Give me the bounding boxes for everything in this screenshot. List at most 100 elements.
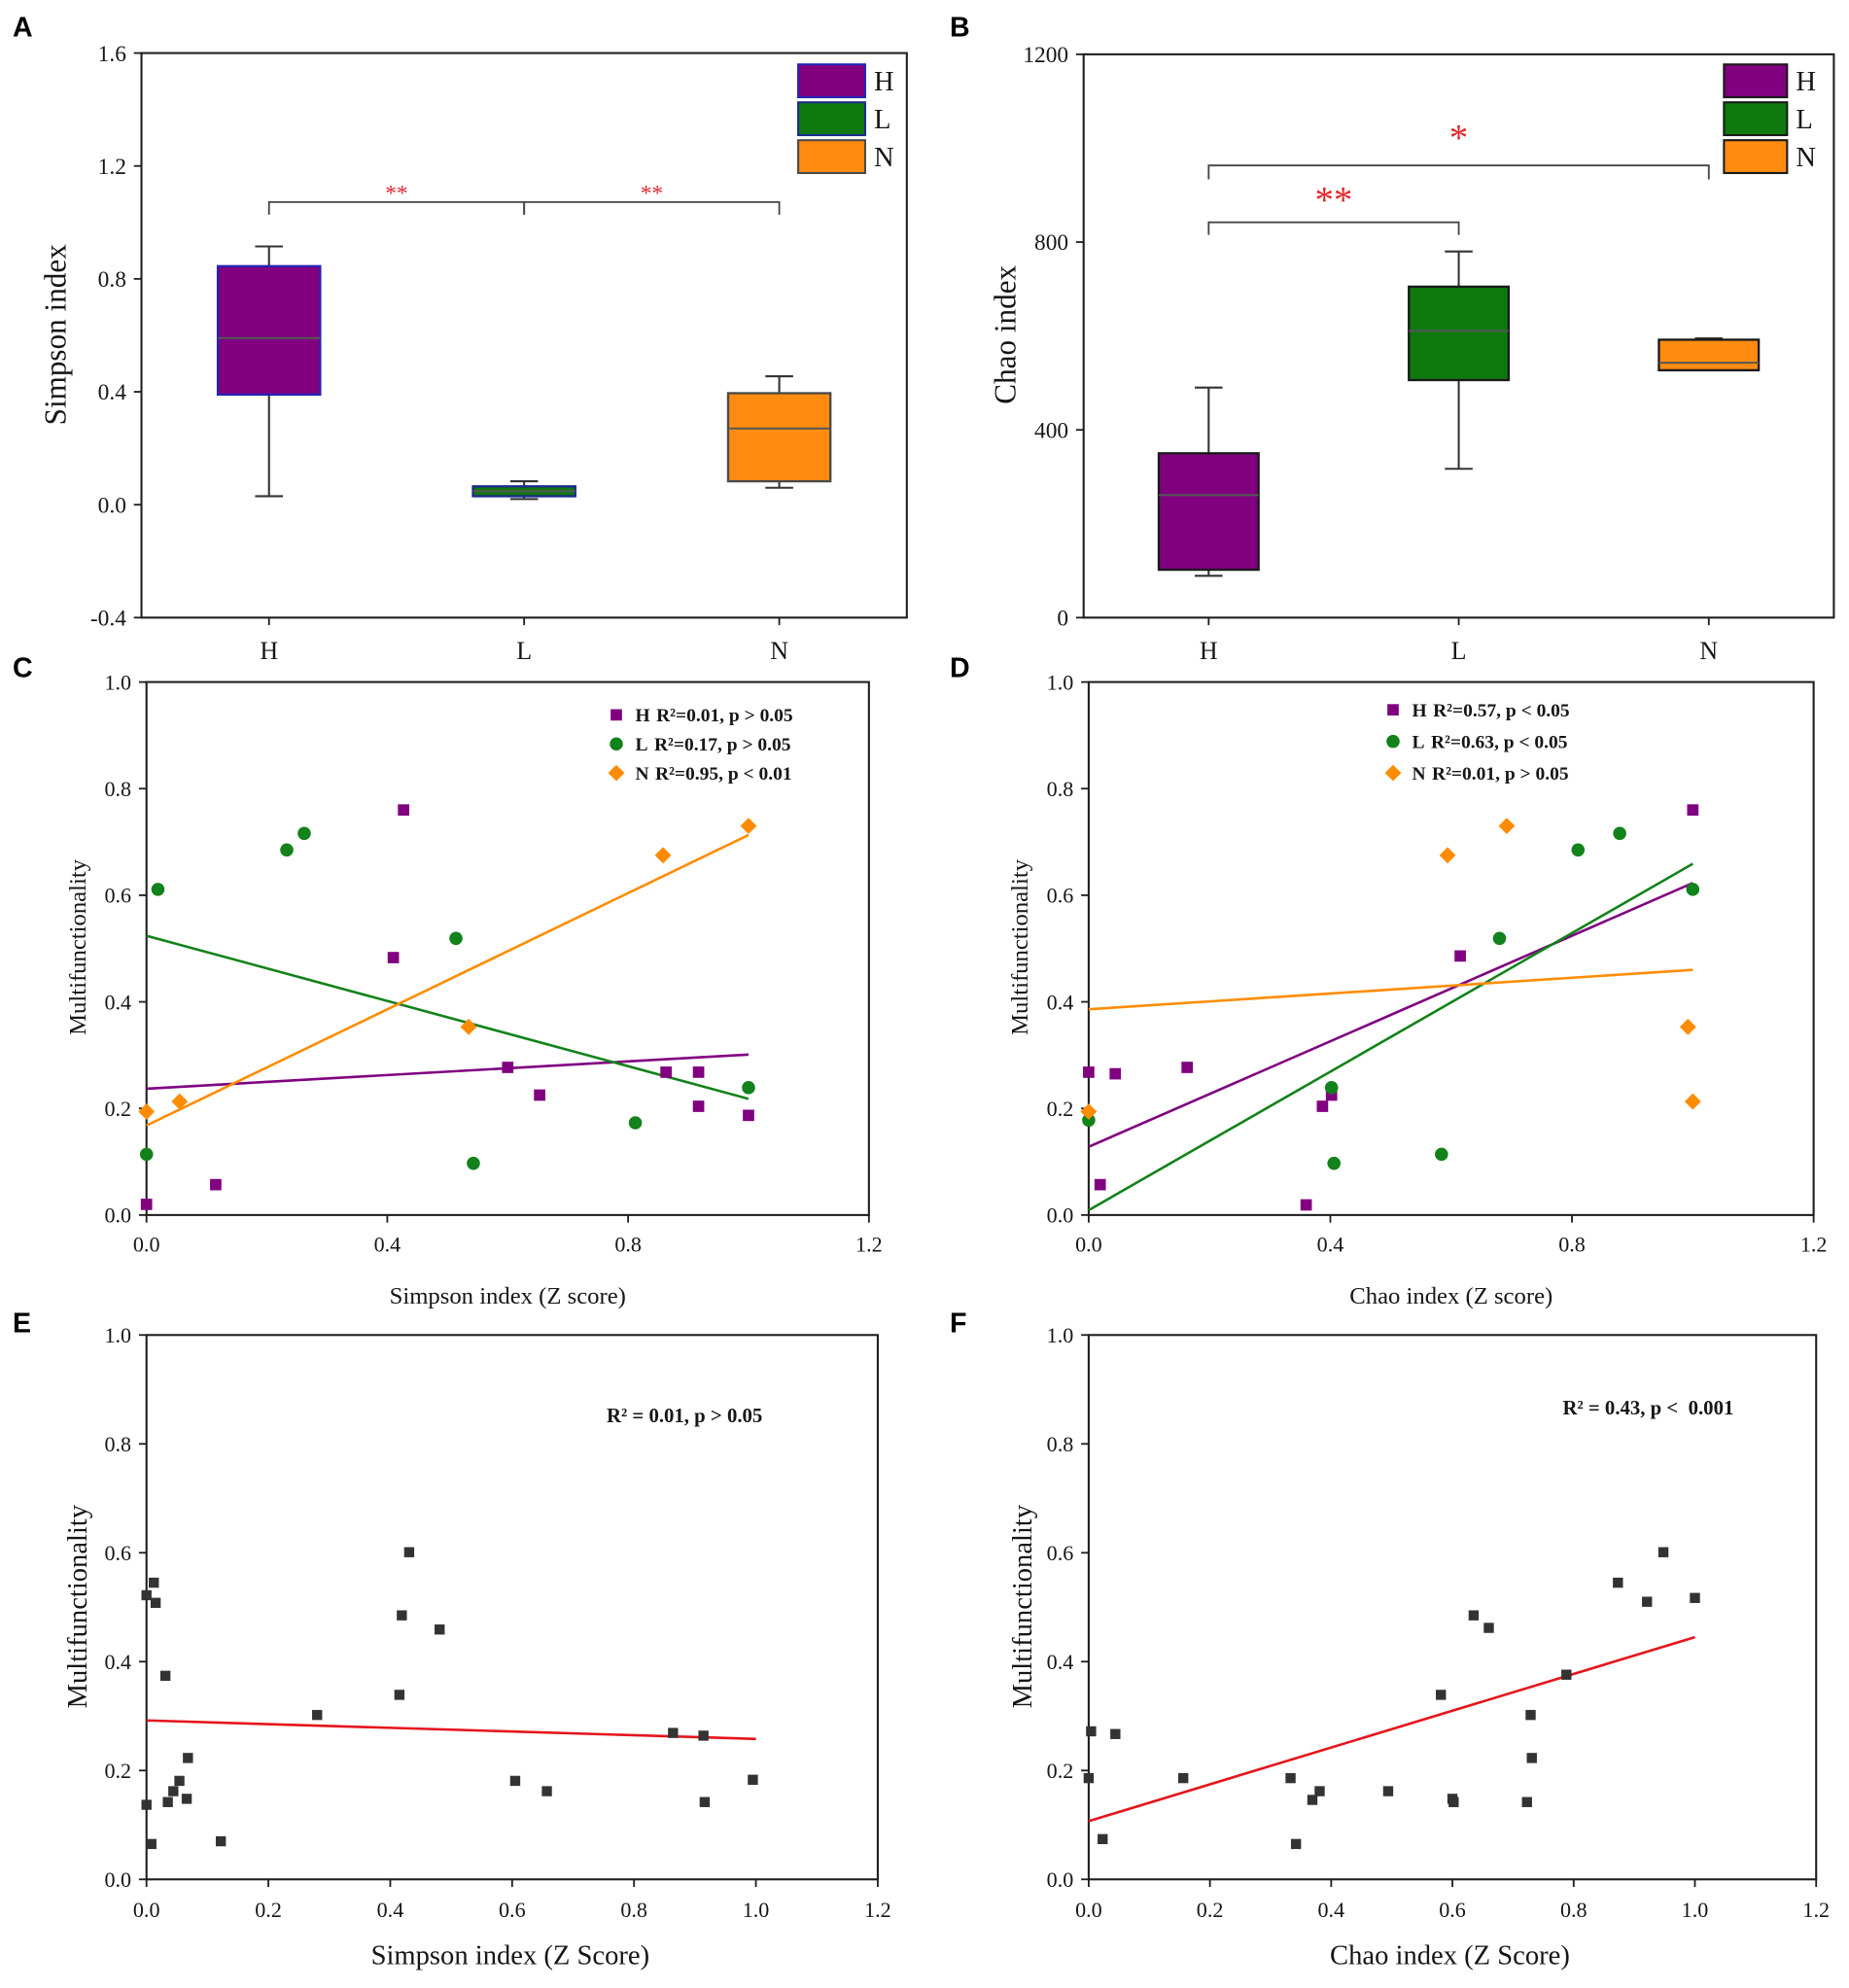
data-point [1382,1786,1394,1796]
y-tick-label: 0.0 [105,1867,132,1892]
y-tick-label: -0.4 [90,607,126,632]
box-n [1657,338,1761,372]
legend-series-stat: R²=0.17, p > 0.05 [654,735,791,755]
data-point [146,1838,157,1850]
data-point [1521,1796,1532,1807]
data-point-l [1082,1113,1096,1128]
significance-label: * [1449,118,1468,159]
y-tick-label: 0.4 [1047,990,1074,1014]
x-tick-label: 1.2 [1800,1233,1828,1257]
panel-letter: E [13,1308,31,1340]
data-point-n [654,847,672,864]
data-point-n [1498,818,1516,835]
y-tick-label: 0.6 [1047,884,1074,908]
x-tick-label: 0.4 [374,1233,401,1257]
data-point [141,1589,152,1601]
y-axis-label: Multifunctionality [65,858,91,1035]
data-point [699,1796,711,1807]
data-point-n [1684,1093,1701,1110]
x-tick-label: 1.2 [864,1898,891,1922]
legend-marker-n [1384,764,1402,782]
y-tick-label: 1.0 [105,670,132,694]
legend-series-name: L [1412,732,1424,752]
x-tick-label: 1.2 [1802,1898,1830,1922]
y-tick-label: 1.0 [1047,1323,1074,1347]
y-tick-label: 0.8 [1047,1432,1074,1456]
fit-line-all [146,1719,756,1741]
data-point-h [1454,950,1466,962]
legend-series-stat: R²=0.01, p > 0.05 [656,706,793,726]
x-category-label: N [770,637,788,665]
data-point [1468,1610,1480,1621]
data-point [1314,1786,1325,1796]
data-point-l [280,843,294,857]
legend-swatch-h [1723,63,1789,99]
legend-label: L [874,105,890,135]
data-point [1613,1577,1623,1588]
legend-label: H [874,67,894,97]
fit-line-n [1088,968,1693,1011]
legend-swatch-n [797,139,866,175]
data-point-l [1435,1147,1448,1162]
y-tick-label: 0.0 [1047,1203,1074,1228]
data-point [397,1610,407,1621]
y-tick-label: 0.0 [105,1203,132,1228]
x-tick-label: 0.2 [255,1898,282,1922]
data-point [1657,1547,1669,1557]
data-point [162,1796,173,1807]
data-point [1307,1795,1318,1805]
y-tick-label: 800 [1034,230,1068,256]
data-point-h [660,1066,672,1078]
significance-label: ** [641,182,663,207]
data-point-n [740,818,757,835]
data-point-h [1181,1062,1194,1073]
data-point [181,1794,192,1804]
legend-swatch-l [797,101,866,137]
y-axis-label: Multifunctionality [1008,1504,1038,1708]
box-h [216,264,322,397]
data-point-h [1094,1178,1106,1191]
x-category-label: L [1451,637,1467,665]
data-point-n [171,1093,189,1110]
y-tick-label: 0.8 [98,267,126,293]
x-category-label: H [1200,637,1218,665]
y-axis-label: Multifunctionality [63,1504,93,1708]
data-point [1690,1592,1700,1603]
legend-series-name: H [1412,701,1426,721]
x-tick-label: 0.8 [620,1898,647,1922]
data-point [1561,1669,1572,1680]
x-category-label: H [260,637,278,665]
data-point [1110,1728,1121,1739]
data-point [150,1597,161,1608]
panel-d: D 0.0 0.2 0.4 0.6 0.8 1.0 Multifunctionality 0.0… [950,652,1827,1308]
data-point-l [742,1081,755,1095]
legend-label: N [1796,143,1816,173]
data-point-h [1325,1089,1338,1101]
box-l [1408,285,1511,382]
significance-label: ** [1314,179,1352,221]
x-tick-label: 0.4 [1318,1898,1345,1922]
y-tick-label: 0.2 [1047,1759,1074,1783]
y-tick-label: 0.8 [105,777,132,801]
data-point [141,1799,152,1810]
y-tick-label: 0.4 [98,380,127,405]
data-point [1642,1596,1653,1607]
x-tick-label: 0.0 [133,1898,160,1922]
legend-marker-l [1386,734,1400,749]
x-tick-label: 0.8 [1560,1898,1587,1922]
data-point [541,1786,552,1796]
regression-annotation: R² = 0.43, p < 0.001 [1563,1397,1734,1419]
y-tick-label: 0.0 [98,493,126,518]
data-point [168,1786,179,1796]
panel-letter: D [950,652,970,683]
legend-series-stat: R²=0.95, p < 0.01 [655,764,792,785]
data-point [403,1547,415,1557]
data-point [174,1775,185,1787]
y-tick-label: 1200 [1023,43,1068,68]
y-tick-label: 1.0 [1047,670,1074,694]
data-point-h [210,1178,222,1191]
data-point-l [449,931,463,946]
x-axis-label: Chao index (Z score) [1349,1283,1552,1309]
x-tick-label: 1.2 [855,1233,883,1257]
y-tick-label: 0 [1057,607,1068,632]
